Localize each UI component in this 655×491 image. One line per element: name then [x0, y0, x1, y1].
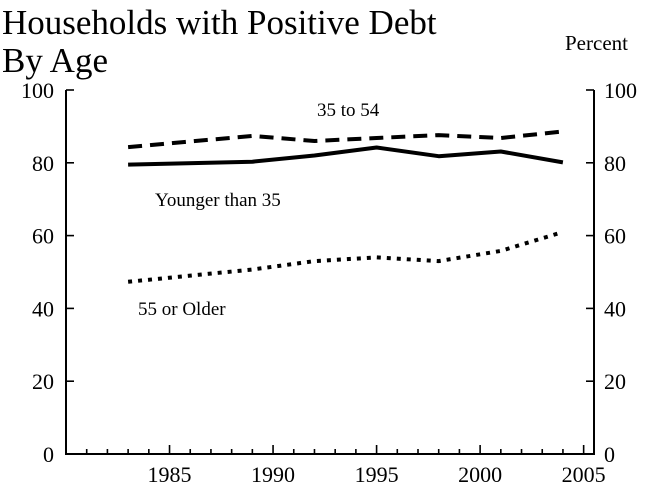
series-line-younger-than-35 — [128, 145, 564, 167]
y-tick-label-right: 0 — [604, 442, 615, 467]
y-tick-label-left: 100 — [21, 78, 54, 103]
y-tick-label-right: 80 — [604, 151, 626, 176]
chart-title: Households with Positive Debt — [2, 3, 437, 42]
y-tick-label-right: 60 — [604, 224, 626, 249]
chart-subtitle: By Age — [2, 41, 108, 80]
y-tick-label-left: 60 — [32, 224, 54, 249]
series-label-35-to-54: 35 to 54 — [317, 100, 380, 121]
series-line-55-or-older — [127, 230, 564, 284]
y-tick-label-left: 40 — [32, 296, 54, 321]
y-tick-label-right: 40 — [604, 296, 626, 321]
y-tick-label-left: 0 — [43, 442, 54, 467]
chart-axes: 0 0 20 20 40 40 60 60 80 80 100 100 1985 1990 1995 2000… — [21, 78, 637, 487]
chart-lines — [127, 129, 564, 284]
x-tick-label: 2000 — [458, 462, 502, 487]
y-tick-label-right: 100 — [604, 78, 637, 103]
plot-frame — [65, 90, 595, 455]
x-tick-label: 1995 — [355, 462, 399, 487]
x-tick-label: 1985 — [148, 462, 192, 487]
series-line-35-to-54 — [127, 129, 564, 150]
x-tick-label: 2005 — [562, 462, 606, 487]
y-tick-label-right: 20 — [604, 369, 626, 394]
y-tick-label-left: 20 — [32, 369, 54, 394]
series-label-younger-than-35: Younger than 35 — [155, 190, 281, 211]
chart-series-labels: 35 to 54 Younger than 35 55 or Older — [138, 100, 380, 320]
unit-label: Percent — [565, 31, 628, 55]
y-tick-label-left: 80 — [32, 151, 54, 176]
x-tick-label: 1990 — [251, 462, 295, 487]
series-label-55-or-older: 55 or Older — [138, 299, 226, 320]
